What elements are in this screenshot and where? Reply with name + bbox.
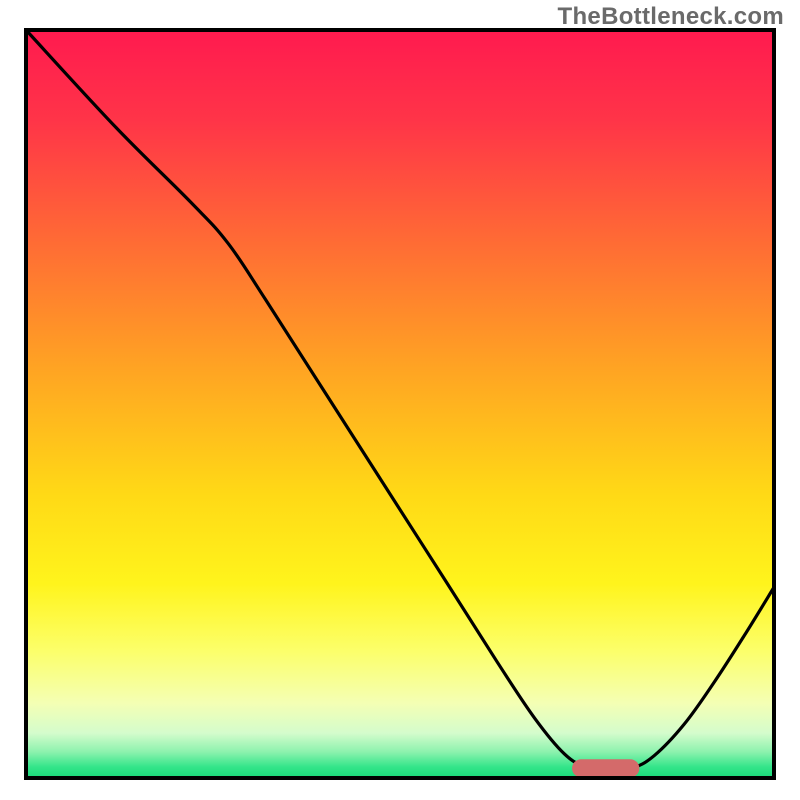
bottleneck-chart	[24, 28, 776, 780]
watermark-text: TheBottleneck.com	[558, 3, 784, 31]
plot-area	[24, 28, 776, 780]
chart-container: TheBottleneck.com	[0, 0, 800, 800]
optimal-range-marker	[572, 759, 639, 777]
